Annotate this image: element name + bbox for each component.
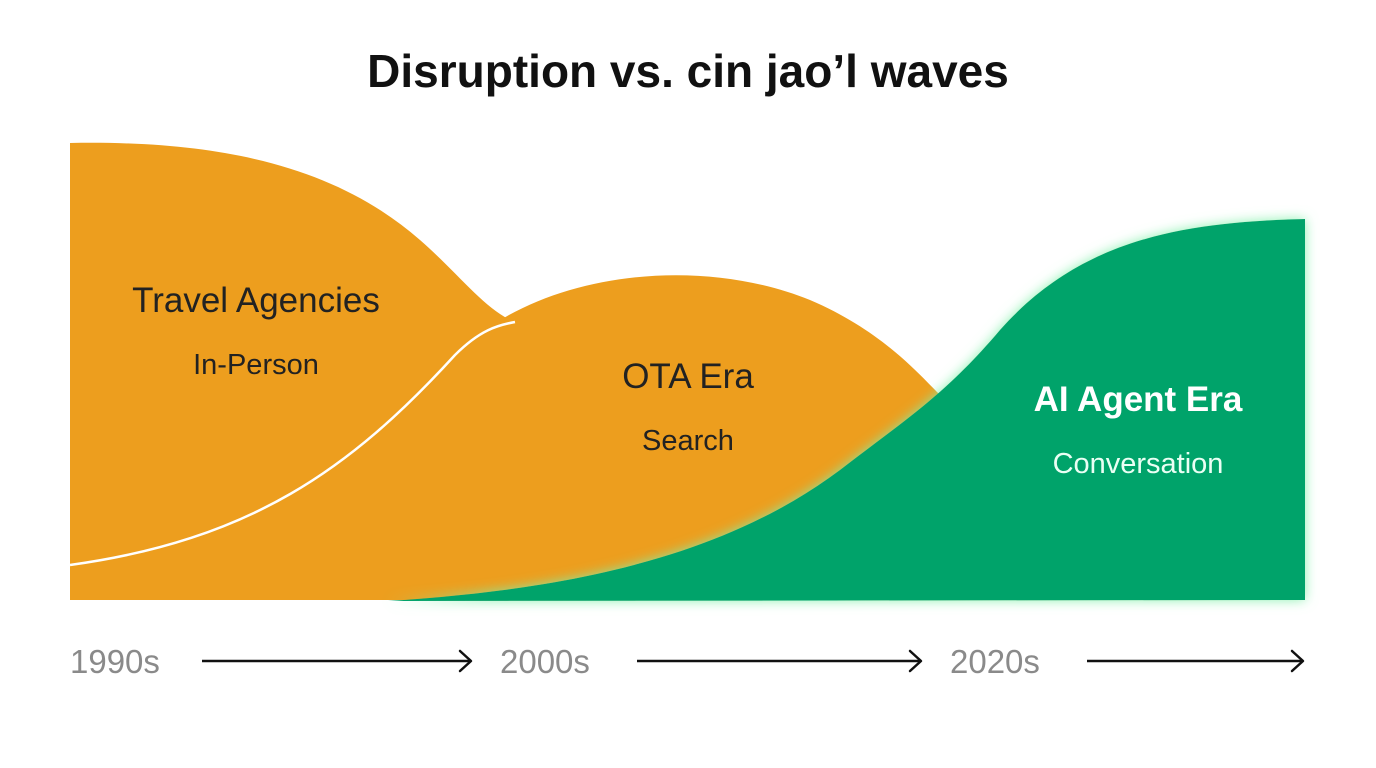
timeline-arrowhead-1 [458, 649, 473, 673]
timeline-label-2020s: 2020s [950, 643, 1040, 680]
era-mode-conversation: Conversation [1053, 448, 1224, 480]
era-label-ai-agent-era: AI Agent Era [1034, 380, 1243, 419]
era-mode-search: Search [642, 425, 734, 457]
timeline-arrowhead-2 [908, 649, 923, 673]
ota-era-wave [70, 275, 940, 600]
era-label-ota-era: OTA Era [622, 357, 754, 396]
wave-separator-line [69, 320, 516, 567]
ai-agent-era-wave [388, 219, 1305, 601]
diagram-title: Disruption vs. cin jao’l waves [367, 45, 1009, 97]
era-mode-in-person: In-Person [193, 349, 319, 381]
timeline-label-2000s: 2000s [500, 643, 590, 680]
timeline-label-1990s: 1990s [70, 643, 160, 680]
timeline-arrowhead-3 [1290, 649, 1305, 673]
era-label-travel-agencies: Travel Agencies [132, 281, 380, 320]
